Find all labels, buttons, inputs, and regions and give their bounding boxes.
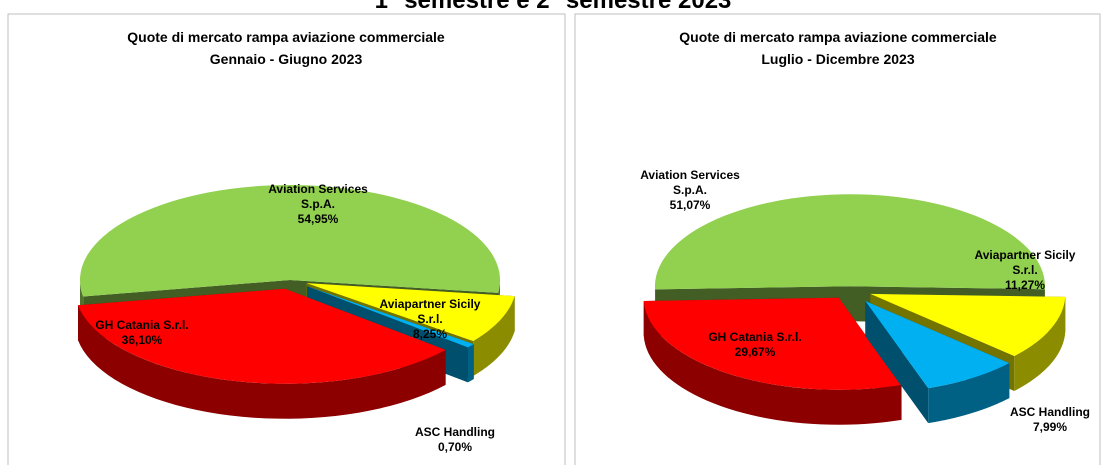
slice-top xyxy=(865,301,1010,389)
value-label: 0,70% xyxy=(437,440,473,454)
chart-subtitle: Gennaio - Giugno 2023 xyxy=(210,51,363,67)
data-label: Aviation Services S.p.A. 51,07% xyxy=(630,168,750,213)
category-label: Aviapartner Sicily S.r.l. xyxy=(974,248,1076,277)
slice-top xyxy=(306,283,515,341)
data-label: Aviapartner Sicily S.r.l. 8,25% xyxy=(370,297,490,342)
chart-title: Quote di mercato rampa aviazione commerc… xyxy=(127,29,445,45)
slice-top xyxy=(80,185,501,297)
data-label: ASC Handling 0,70% xyxy=(395,425,515,455)
category-label: Aviation Services S.p.A. xyxy=(268,182,368,211)
value-label: 8,25% xyxy=(412,327,448,341)
data-label: ASC Handling 7,99% xyxy=(990,405,1107,435)
data-label: Aviapartner Sicily S.r.l. 11,27% xyxy=(965,248,1085,293)
slice-top xyxy=(643,297,902,390)
value-label: 11,27% xyxy=(1004,278,1046,292)
slice xyxy=(643,297,902,425)
slice-side xyxy=(78,305,446,419)
slice-side xyxy=(467,344,474,383)
slice xyxy=(865,301,1010,424)
value-label: 51,07% xyxy=(669,198,711,212)
slice-top xyxy=(870,293,1066,356)
slice-top xyxy=(78,288,446,384)
chart-title: Quote di mercato rampa aviazione commerc… xyxy=(679,29,997,45)
value-label: 54,95% xyxy=(297,212,339,226)
slice-side xyxy=(1014,296,1066,391)
data-label: GH Catania S.r.l. 29,67% xyxy=(695,330,815,360)
data-label: Aviation Services S.p.A. 54,95% xyxy=(258,182,378,227)
category-label: Aviation Services S.p.A. xyxy=(640,168,740,197)
slice-side xyxy=(643,300,902,425)
category-label: GH Catania S.r.l. xyxy=(708,330,802,344)
category-label: GH Catania S.r.l. xyxy=(95,318,189,332)
slice-side xyxy=(473,296,515,376)
chart-subtitle: Luglio - Dicembre 2023 xyxy=(761,51,914,67)
value-label: 7,99% xyxy=(1032,420,1068,434)
slice-top xyxy=(307,286,474,348)
main-title: 1° semestre e 2° semestre 2023 xyxy=(375,0,732,14)
category-label: ASC Handling xyxy=(1010,405,1090,419)
data-label: GH Catania S.r.l. 36,10% xyxy=(82,318,202,348)
category-label: ASC Handling xyxy=(415,425,495,439)
category-label: Aviapartner Sicily S.r.l. xyxy=(379,297,481,326)
value-label: 36,10% xyxy=(121,333,163,347)
value-label: 29,67% xyxy=(734,345,776,359)
slice xyxy=(78,288,446,419)
slice-side xyxy=(928,363,1010,424)
slice-top xyxy=(654,194,1045,290)
slice-wall xyxy=(865,301,929,424)
